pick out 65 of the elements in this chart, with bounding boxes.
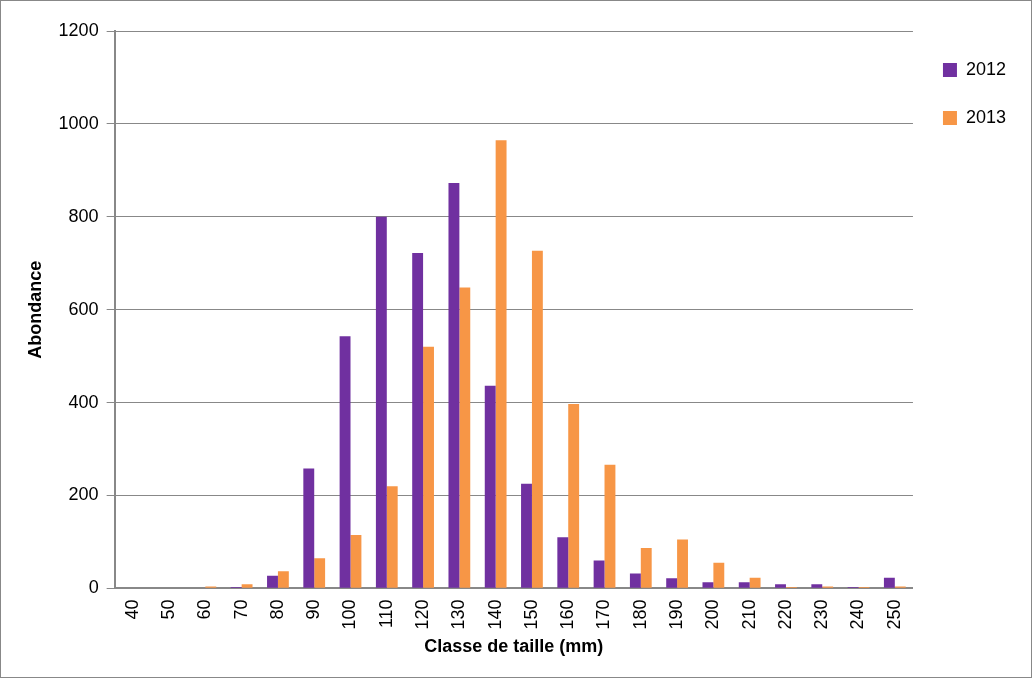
x-tick-label: 80 [266, 599, 287, 620]
x-tick-label: 110 [375, 599, 396, 629]
x-tick-label: 170 [593, 599, 614, 630]
legend-label: 2012 [965, 58, 1006, 79]
x-tick-label: 180 [629, 599, 650, 630]
bar [568, 403, 580, 588]
x-tick-label: 70 [230, 599, 251, 620]
bar [702, 582, 714, 588]
bar [459, 287, 471, 588]
y-tick-label: 200 [68, 484, 99, 505]
bar [883, 577, 895, 588]
bar [423, 346, 434, 588]
bar [375, 216, 387, 588]
bar [557, 537, 569, 588]
x-tick-label: 220 [774, 599, 795, 630]
bar [339, 336, 351, 588]
bar [677, 539, 688, 588]
y-tick-label: 400 [68, 391, 99, 412]
bar [738, 582, 750, 588]
y-tick-label: 0 [88, 577, 99, 598]
bar [303, 468, 315, 588]
bar [640, 547, 652, 588]
bar [629, 573, 641, 588]
bar [484, 385, 496, 588]
y-axis-title: Abondance [24, 260, 45, 359]
x-axis-title: Classe de taille (mm) [424, 636, 604, 657]
x-tick-label: 50 [158, 599, 179, 620]
x-tick-label: 200 [702, 599, 723, 630]
x-tick-label: 230 [811, 599, 832, 630]
x-tick-label: 160 [557, 599, 578, 630]
bar [267, 575, 278, 588]
bar [495, 140, 507, 588]
x-tick-label: 90 [303, 599, 324, 620]
bar [277, 571, 289, 588]
bar [412, 253, 424, 588]
x-tick-label: 240 [847, 599, 868, 630]
bar [593, 560, 605, 588]
bar [314, 558, 326, 588]
x-tick-label: 150 [520, 599, 541, 630]
bar [531, 250, 543, 588]
y-tick-label: 800 [68, 205, 99, 226]
x-tick-label: 140 [484, 599, 505, 630]
x-tick-label: 190 [666, 599, 687, 630]
x-tick-label: 60 [194, 599, 215, 620]
bar [386, 486, 398, 588]
legend-label: 2013 [965, 106, 1006, 127]
bar [521, 483, 532, 588]
bar [775, 584, 786, 588]
x-tick-label: 40 [121, 599, 142, 620]
x-tick-label: 100 [339, 599, 360, 630]
bar [241, 584, 253, 588]
y-tick-label: 600 [68, 298, 99, 319]
bar [604, 464, 616, 588]
x-tick-label: 120 [412, 599, 433, 630]
bar [350, 534, 362, 588]
bar [666, 578, 678, 588]
y-tick-label: 1200 [58, 19, 99, 40]
bar [749, 577, 761, 588]
x-tick-label: 210 [738, 599, 759, 630]
y-tick-label: 1000 [58, 112, 99, 133]
bar [448, 182, 460, 588]
x-tick-label: 130 [448, 599, 469, 630]
x-tick-label: 250 [883, 599, 904, 630]
bar [713, 562, 725, 588]
bar [811, 584, 823, 588]
